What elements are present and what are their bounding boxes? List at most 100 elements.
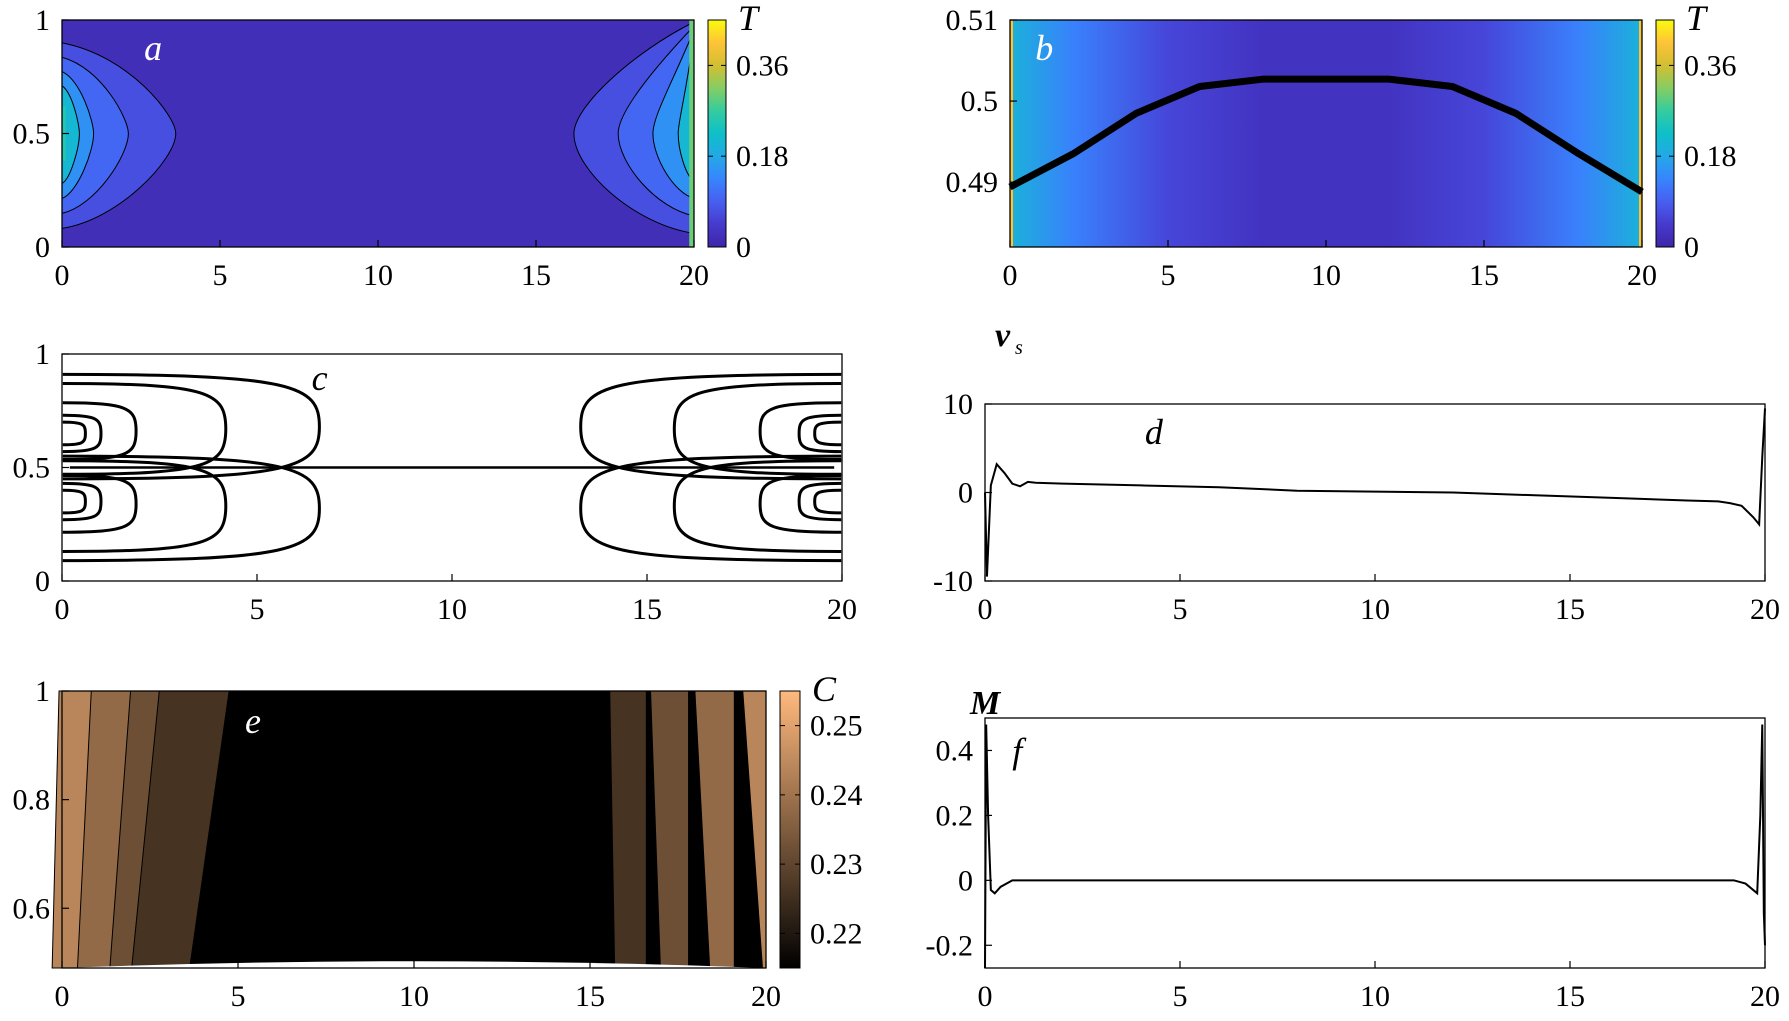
panel-c-xtick-label: 10 (437, 593, 467, 626)
panel-e-colorbar-tick: 0.22 (810, 917, 863, 950)
panel-c-ytick-label: 0 (35, 565, 50, 598)
panel-f-ytick-label: 0.4 (936, 734, 974, 767)
panel-e-xtick-label: 10 (399, 980, 429, 1013)
panel-c-xtick-label: 0 (55, 593, 70, 626)
panel-c-streamline (758, 473, 842, 534)
panel-a-colorbar-tick: 0.18 (736, 140, 789, 173)
panel-e-colorbar-tick: 0.23 (810, 848, 863, 881)
panel-f-ylabel: M (969, 685, 1002, 722)
panel-e-xtick-label: 5 (231, 980, 246, 1013)
panel-c-streamline (62, 413, 103, 454)
panel-b-field (1010, 20, 1642, 247)
panel-b-colorbar-title: T (1686, 0, 1709, 38)
panel-c-streamline (797, 413, 842, 454)
panel-c-streamline (672, 459, 842, 553)
panel-d-xtick-label: 10 (1360, 593, 1390, 626)
panel-f-background (985, 718, 1765, 968)
panel-c-streamline (813, 420, 842, 447)
panel-b-xtick-label: 15 (1469, 259, 1499, 292)
panel-c-xtick-label: 5 (250, 593, 265, 626)
panel-c-streamline (62, 382, 228, 476)
panel-b-colorbar-tick: 0.18 (1684, 140, 1737, 173)
panel-d-ytick-label: 10 (943, 388, 973, 421)
panel-c-streamline (579, 454, 842, 563)
panel-d-xtick-label: 15 (1555, 593, 1585, 626)
panel-c-streamline (62, 473, 138, 534)
panel-f-ytick-label: -0.2 (926, 929, 974, 962)
panel-a-xtick-label: 0 (55, 259, 70, 292)
panel-e-xtick-label: 20 (751, 980, 781, 1013)
panel-c-streamline (62, 481, 103, 522)
panel-b-left-edge (1010, 20, 1013, 247)
panel-d-ytick-label: -10 (933, 565, 973, 598)
panel-e-colorbar-tick: 0.24 (810, 779, 863, 812)
panel-f-ytick-label: 0.2 (936, 799, 974, 832)
panel-b-colorbar (1655, 19, 1675, 248)
panel-c-streamline (62, 488, 87, 515)
panel-c-streamline (672, 382, 842, 476)
panel-d-xtick-label: 0 (978, 593, 993, 626)
panel-c-streamline (758, 401, 842, 462)
panel-f-xtick-label: 15 (1555, 980, 1585, 1013)
panel-b-right-edge (1639, 20, 1642, 247)
panel-f-series-line (984, 724, 1766, 969)
panel-b-ytick-label: 0.5 (961, 85, 999, 118)
panel-a-ytick-label: 1 (35, 4, 50, 37)
panel-e-xtick-label: 15 (575, 980, 605, 1013)
panel-d-xtick-label: 5 (1173, 593, 1188, 626)
panel-f-xtick-label: 10 (1360, 980, 1390, 1013)
panel-b-xtick-label: 20 (1627, 259, 1657, 292)
panel-e-label: e (245, 701, 261, 741)
panel-b-colorbar-tick: 0 (1684, 231, 1699, 264)
panel-c-ytick-label: 1 (35, 338, 50, 371)
panel-e-colorbar-tick: 0.25 (810, 710, 863, 743)
panel-b-interface-curve (1008, 75, 1644, 195)
panel-d-ytick-label: 0 (958, 477, 973, 510)
panel-d-xtick-label: 20 (1750, 593, 1780, 626)
panel-e-ytick-label: 0.8 (13, 784, 51, 817)
panel-a-xtick-label: 20 (679, 259, 709, 292)
panel-c-xtick-label: 15 (632, 593, 662, 626)
panel-a-colorbar-tick: 0 (736, 231, 751, 264)
panel-c-streamline (797, 481, 842, 522)
panel-f-ytick-label: 0 (958, 864, 973, 897)
panel-c-streamline (62, 401, 138, 462)
panel-b-ytick-label: 0.51 (946, 4, 999, 37)
panel-d-ylabel-sub: s (1015, 337, 1023, 359)
panel-b-xtick-label: 5 (1161, 259, 1176, 292)
panel-e-right-band (609, 690, 647, 969)
panel-b-xtick-label: 0 (1003, 259, 1018, 292)
panel-c-streamline (62, 459, 228, 553)
panel-f-xtick-label: 0 (978, 980, 993, 1013)
panel-c-xtick-label: 20 (827, 593, 857, 626)
panel-a-colorbar-tick: 0.36 (736, 49, 789, 82)
panel-c-streamline (813, 488, 842, 515)
panel-c-streamline (62, 454, 321, 563)
panel-c-streamline (62, 420, 87, 447)
panel-c-streamline (62, 372, 321, 481)
panel-a-left-contour (61, 84, 80, 185)
panel-f-xtick-label: 5 (1173, 980, 1188, 1013)
panel-c-label: c (312, 358, 328, 398)
panel-c-ytick-label: 0.5 (13, 452, 51, 485)
panel-a-colorbar-title: T (738, 0, 761, 38)
panel-a-colorbar (707, 19, 727, 248)
panel-b-ytick-label: 0.49 (946, 166, 999, 199)
panel-e-ytick-label: 0.6 (13, 892, 51, 925)
panel-a-ytick-label: 0.5 (13, 118, 51, 151)
panel-e-colorbar-title: C (812, 669, 837, 709)
panel-c-streamline (579, 372, 842, 481)
panel-a-xtick-label: 10 (363, 259, 393, 292)
panel-b-colorbar-tick: 0.36 (1684, 49, 1737, 82)
panel-d-label: d (1145, 412, 1164, 452)
panel-e-xtick-label: 0 (55, 980, 70, 1013)
panel-e-colorbar (779, 690, 801, 969)
panel-e-ytick-label: 1 (35, 675, 50, 708)
panel-d-ylabel: v (995, 317, 1011, 354)
panel-a-label: a (144, 28, 162, 68)
panel-a-xtick-label: 5 (213, 259, 228, 292)
panel-a-ytick-label: 0 (35, 231, 50, 264)
panel-d-series-line (984, 408, 1766, 577)
panel-a-xtick-label: 15 (521, 259, 551, 292)
